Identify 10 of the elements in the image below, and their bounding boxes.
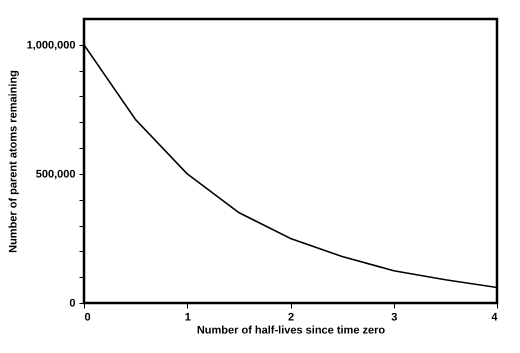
x-tick-label: 0	[84, 312, 91, 324]
x-axis-title: Number of half-lives since time zero	[196, 324, 386, 336]
y-axis-title: Number of parent atoms remaining	[8, 70, 20, 253]
y-tick-label: 500,000	[36, 168, 76, 180]
x-tick-label: 4	[491, 312, 498, 324]
x-tick-label: 1	[184, 312, 191, 324]
y-tick-label: 0	[69, 298, 76, 310]
x-tick-label: 2	[288, 312, 294, 324]
y-tick-label: 1,000,000	[26, 39, 76, 52]
x-tick-label: 3	[391, 312, 398, 324]
